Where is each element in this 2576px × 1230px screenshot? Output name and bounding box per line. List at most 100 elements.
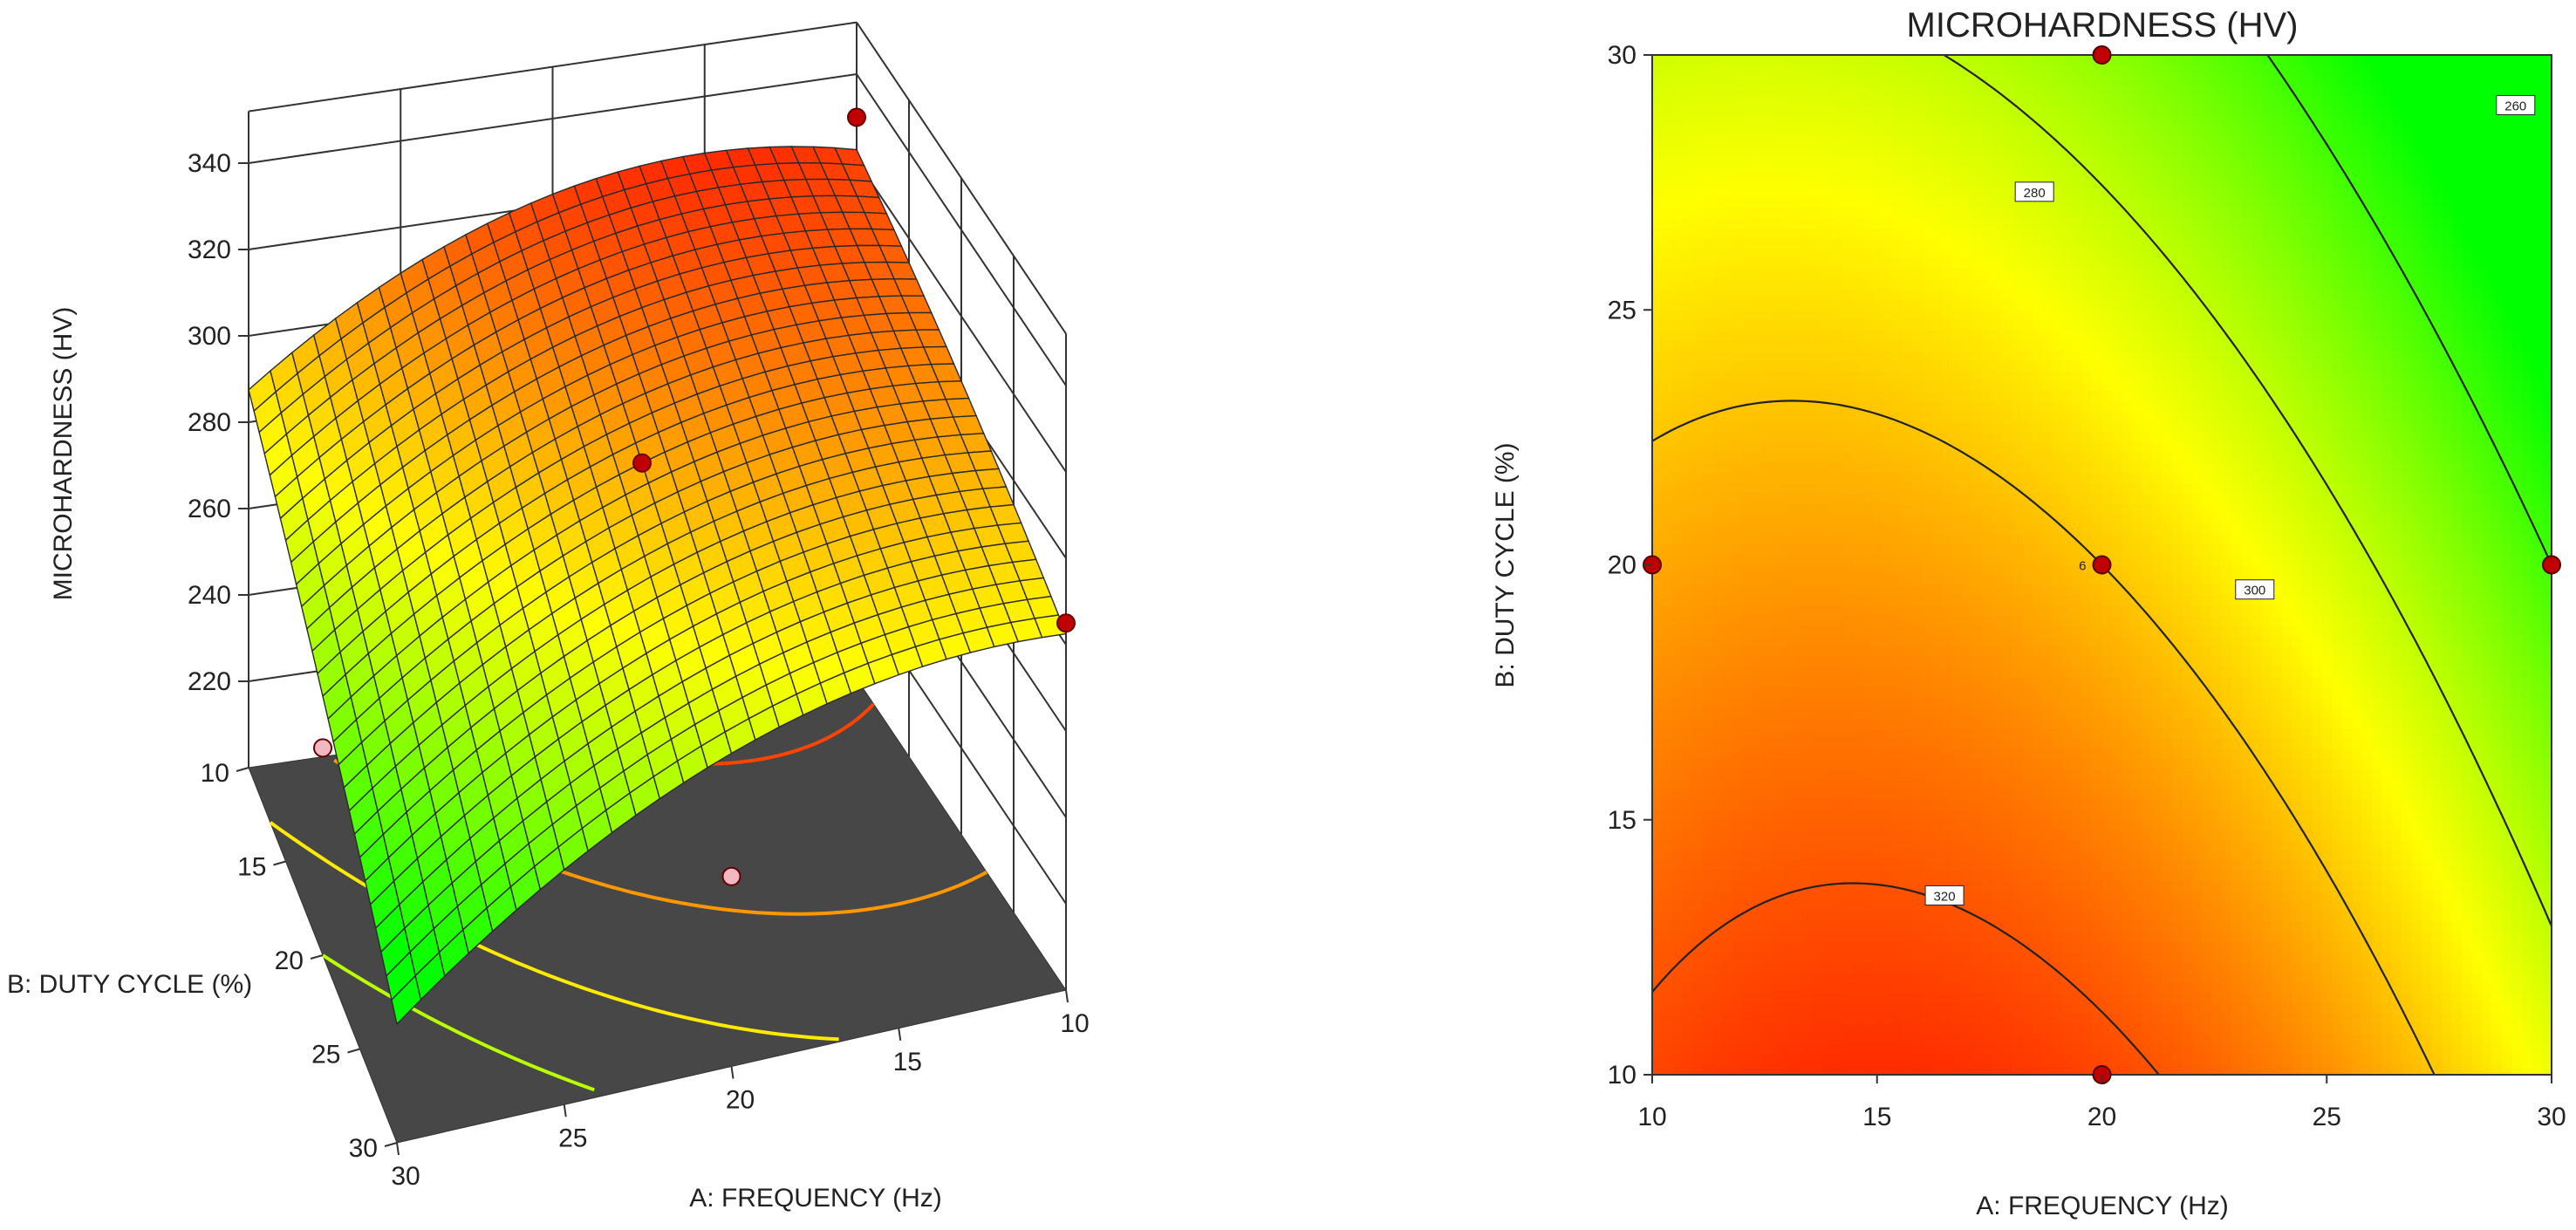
heatmap-cell bbox=[1752, 116, 1763, 127]
heatmap-cell bbox=[1762, 299, 1773, 311]
heatmap-cell bbox=[1832, 1043, 1843, 1056]
heatmap-cell bbox=[1962, 126, 1973, 138]
heatmap-cell bbox=[1882, 575, 1893, 586]
heatmap-cell bbox=[1971, 778, 1983, 790]
heatmap-cell bbox=[1922, 85, 1933, 97]
heatmap-cell bbox=[1891, 228, 1903, 240]
heatmap-cell bbox=[1781, 330, 1793, 341]
heatmap-cell bbox=[1722, 116, 1733, 127]
z-tick-label: 320 bbox=[188, 236, 231, 264]
heatmap-cell bbox=[1752, 310, 1763, 321]
heatmap-cell bbox=[1962, 421, 1973, 434]
heatmap-cell bbox=[2021, 412, 2033, 423]
heatmap-cell bbox=[1742, 95, 1753, 107]
heatmap-cell bbox=[1911, 1064, 1923, 1075]
heatmap-cell bbox=[1812, 564, 1823, 576]
heatmap-cell bbox=[1852, 575, 1863, 586]
heatmap-cell bbox=[2041, 401, 2053, 413]
heatmap-cell bbox=[1781, 523, 1793, 536]
heatmap-cell bbox=[1742, 493, 1753, 504]
heatmap-cell bbox=[2041, 687, 2053, 699]
heatmap-cell bbox=[1951, 544, 1963, 556]
heatmap-cell bbox=[2052, 646, 2063, 658]
heatmap-cell bbox=[1781, 116, 1793, 127]
heatmap-cell bbox=[2052, 1023, 2063, 1035]
heatmap-cell bbox=[1902, 432, 1913, 443]
heatmap-cell bbox=[1722, 279, 1733, 290]
heatmap-cell bbox=[1891, 850, 1903, 862]
heatmap-cell bbox=[1752, 351, 1763, 362]
heatmap-cell bbox=[1682, 534, 1693, 545]
heatmap-cell bbox=[1841, 167, 1853, 178]
heatmap-cell bbox=[1762, 55, 1773, 66]
heatmap-cell bbox=[1942, 810, 1953, 821]
heatmap-cell bbox=[1882, 360, 1893, 372]
heatmap-cell bbox=[1862, 208, 1873, 219]
heatmap-cell bbox=[1891, 156, 1903, 168]
heatmap-cell bbox=[1922, 442, 1933, 454]
heatmap-cell bbox=[2012, 921, 2023, 933]
heatmap-cell bbox=[1722, 514, 1733, 525]
heatmap-cell bbox=[2001, 360, 2012, 372]
heatmap-cell bbox=[1902, 55, 1913, 66]
heatmap-cell bbox=[1732, 880, 1743, 892]
heatmap-cell bbox=[1902, 208, 1913, 219]
heatmap-cell bbox=[1902, 728, 1913, 739]
heatmap-cell bbox=[1962, 973, 1973, 984]
heatmap-cell bbox=[1662, 167, 1673, 178]
heatmap-cell bbox=[1872, 605, 1883, 617]
heatmap-cell bbox=[1752, 850, 1763, 862]
heatmap-cell bbox=[1781, 534, 1793, 545]
heatmap-cell bbox=[1812, 810, 1823, 821]
heatmap-cell bbox=[1792, 187, 1803, 199]
heatmap-cell bbox=[1781, 697, 1793, 708]
heatmap-cell bbox=[2012, 85, 2023, 97]
heatmap-cell bbox=[1992, 758, 2003, 769]
heatmap-cell bbox=[1852, 85, 1863, 97]
heatmap-cell bbox=[1662, 503, 1673, 515]
heatmap-cell bbox=[1882, 177, 1893, 188]
heatmap-cell bbox=[1712, 554, 1723, 566]
heatmap-cell bbox=[1971, 197, 1983, 208]
heatmap-cell bbox=[2041, 360, 2053, 372]
heatmap-cell bbox=[1722, 769, 1733, 780]
heatmap-cell bbox=[2061, 258, 2073, 270]
heatmap-cell bbox=[1891, 891, 1903, 902]
heatmap-cell bbox=[1841, 575, 1853, 586]
heatmap-cell bbox=[2061, 360, 2073, 372]
heatmap-cell bbox=[1942, 625, 1953, 637]
heatmap-cell bbox=[1792, 911, 1803, 923]
heatmap-cell bbox=[1942, 584, 1953, 597]
heatmap-cell bbox=[1931, 871, 1943, 882]
heatmap-cell bbox=[1682, 1043, 1693, 1056]
heatmap-cell bbox=[2001, 636, 2012, 647]
heatmap-cell bbox=[1732, 473, 1743, 484]
heatmap-cell bbox=[1742, 819, 1753, 831]
heatmap-cell bbox=[1971, 514, 1983, 525]
heatmap-cell bbox=[1902, 412, 1913, 423]
heatmap-cell bbox=[1781, 452, 1793, 464]
heatmap-cell bbox=[1752, 584, 1763, 597]
heatmap-cell bbox=[1902, 799, 1913, 810]
heatmap-cell bbox=[2032, 615, 2043, 627]
heatmap-cell bbox=[1691, 1034, 1703, 1045]
heatmap-cell bbox=[1671, 748, 1683, 760]
heatmap-cell bbox=[1962, 1064, 1973, 1075]
heatmap-cell bbox=[1821, 289, 1833, 301]
heatmap-cell bbox=[1942, 544, 1953, 556]
heatmap-cell bbox=[2052, 228, 2063, 240]
heatmap-cell bbox=[1762, 575, 1773, 586]
heatmap-cell bbox=[1832, 595, 1843, 606]
heatmap-cell bbox=[1982, 636, 1993, 647]
heatmap-cell bbox=[1732, 636, 1743, 647]
heatmap-cell bbox=[1882, 330, 1893, 341]
heatmap-cell bbox=[1882, 1013, 1893, 1025]
heatmap-cell bbox=[1671, 962, 1683, 974]
heatmap-cell bbox=[1812, 95, 1823, 107]
heatmap-cell bbox=[1962, 625, 1973, 637]
heatmap-cell bbox=[1931, 473, 1943, 484]
heatmap-cell bbox=[1911, 514, 1923, 525]
heatmap-cell bbox=[1752, 646, 1763, 658]
heatmap-cell bbox=[1922, 391, 1933, 403]
heatmap-cell bbox=[1911, 75, 1923, 86]
